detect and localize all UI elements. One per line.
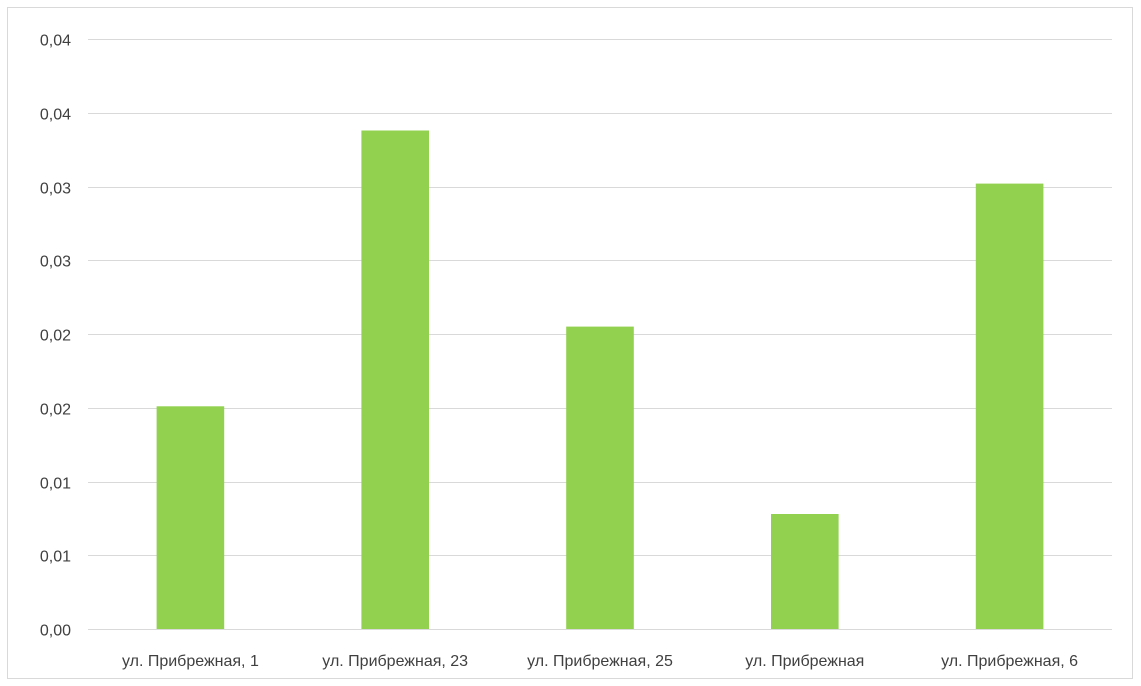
y-tick-label: 0,02 xyxy=(40,402,71,419)
y-tick-label: 0,03 xyxy=(40,181,71,198)
x-axis-tick-labels: ул. Прибрежная, 1 ул. Прибрежная, 23 ул. П… xyxy=(122,653,1078,670)
y-tick-label: 0,03 xyxy=(40,254,71,271)
bar xyxy=(975,183,1044,629)
gridlines xyxy=(88,39,1112,630)
bar xyxy=(771,514,839,629)
x-tick-label: ул. Прибрежная, 23 xyxy=(322,653,468,670)
x-tick-label: ул. Прибрежная, 25 xyxy=(527,653,673,670)
bar xyxy=(156,406,225,629)
y-tick-label: 0,01 xyxy=(40,476,71,493)
y-axis-tick-labels: 0,00 0,01 0,01 0,02 0,02 0,03 0,03 0,04 0,04 xyxy=(40,33,71,640)
y-tick-label: 0,02 xyxy=(40,328,71,345)
y-tick-label: 0,00 xyxy=(40,623,71,640)
y-tick-label: 0,04 xyxy=(40,107,71,124)
x-tick-label: ул. Прибрежная, 1 xyxy=(122,653,259,670)
x-tick-label: ул. Прибрежная, 6 xyxy=(941,653,1078,670)
x-tick-label: ул. Прибрежная xyxy=(745,653,864,670)
bar xyxy=(566,326,634,629)
y-tick-label: 0,04 xyxy=(40,33,71,50)
bar xyxy=(361,130,429,629)
y-tick-label: 0,01 xyxy=(40,549,71,566)
bars xyxy=(156,130,1044,629)
